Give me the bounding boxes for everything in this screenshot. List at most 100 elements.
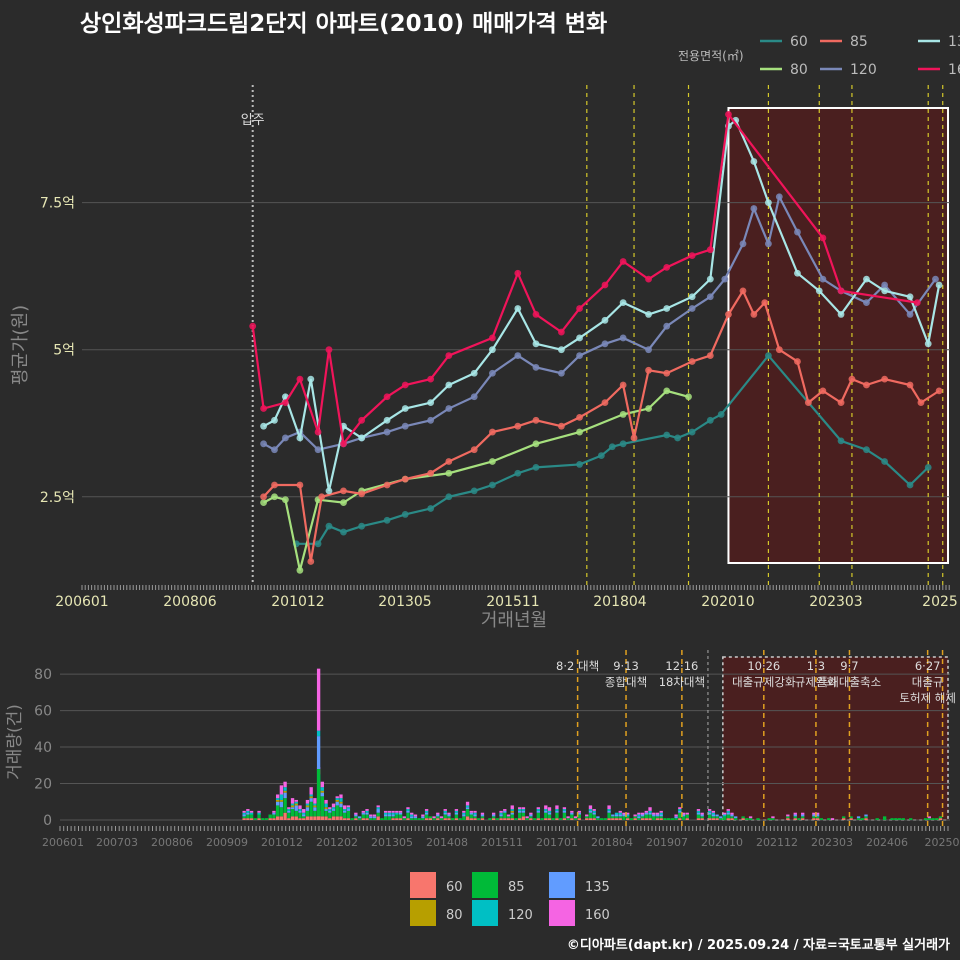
volume-bar — [387, 814, 392, 817]
volume-bar — [473, 816, 477, 819]
volume-bar — [518, 807, 522, 810]
volume-bar — [346, 810, 351, 819]
volume-bar — [547, 814, 552, 819]
volume-bar — [585, 816, 589, 819]
data-point-135 — [445, 381, 453, 389]
data-point-135 — [557, 346, 565, 354]
data-point-60 — [401, 511, 409, 518]
volume-y-tick-label: 0 — [43, 813, 52, 829]
volume-bar — [406, 807, 410, 810]
data-point-135 — [706, 275, 714, 283]
volume-bar — [573, 818, 578, 820]
volume-bar — [305, 799, 310, 804]
volume-bar — [424, 809, 429, 811]
volume-bar — [659, 812, 663, 815]
policy-label: 1·3 — [807, 659, 825, 673]
volume-bar — [644, 810, 648, 813]
volume-bar — [391, 810, 395, 813]
volume-bar — [882, 816, 887, 820]
data-point-135 — [794, 269, 801, 277]
volume-bar — [637, 816, 641, 819]
volume-bar — [648, 807, 652, 811]
volume-bar — [436, 812, 440, 815]
volume-bar — [503, 812, 507, 819]
volume-bar — [856, 816, 861, 819]
data-point-135 — [619, 299, 627, 307]
volume-bar — [674, 816, 678, 819]
volume-bar — [793, 814, 797, 817]
volume-bar — [465, 816, 470, 820]
credit-text: ©디아파트(dapt.kr) / 2025.09.24 / 자료=국토교통부 실… — [566, 938, 950, 953]
volume-bar — [428, 818, 432, 820]
data-point-60 — [765, 352, 772, 359]
volume-bar — [540, 818, 544, 820]
y-axis-title: 평균가(원) — [10, 305, 31, 385]
volume-bar — [558, 818, 563, 820]
volume-bar — [275, 816, 280, 820]
data-point-135 — [296, 434, 304, 442]
data-point-135 — [307, 375, 315, 383]
volume-bar — [354, 814, 358, 817]
volume-bar — [294, 816, 298, 820]
volume-bar — [655, 818, 660, 820]
volume-bar — [555, 812, 559, 819]
volume-bar — [272, 812, 276, 815]
volume-bar — [685, 814, 689, 819]
volume-bar — [588, 812, 593, 819]
data-point-85 — [340, 487, 347, 495]
volume-bar — [626, 812, 630, 815]
volume-bar — [629, 818, 634, 820]
volume-bar — [413, 816, 418, 819]
volume-bar — [335, 805, 339, 817]
volume-bar — [536, 812, 540, 819]
volume-bar — [864, 814, 868, 817]
volume-bar — [681, 814, 686, 817]
volume-bar — [566, 818, 570, 820]
volume-legend-swatch-85 — [472, 872, 498, 898]
data-point-120 — [427, 416, 435, 424]
volume-bar — [462, 812, 466, 815]
volume-bar — [465, 801, 470, 806]
data-point-85 — [935, 387, 943, 395]
volume-bar — [547, 812, 552, 815]
volume-x-tick-label: 201907 — [646, 836, 688, 849]
data-point-85 — [576, 413, 583, 421]
volume-bar — [398, 812, 403, 815]
volume-bar — [510, 809, 514, 811]
volume-bar — [536, 810, 540, 813]
volume-bar — [328, 809, 332, 811]
volume-bar — [369, 818, 373, 820]
volume-bar — [395, 818, 399, 820]
volume-bar — [707, 814, 712, 819]
volume-bar — [391, 814, 395, 817]
volume-bar — [477, 818, 481, 820]
volume-bar — [249, 814, 254, 819]
volume-bar — [365, 812, 369, 815]
volume-bar — [354, 812, 358, 815]
volume-bar — [473, 814, 477, 817]
data-point-85 — [906, 381, 914, 389]
volume-bar — [469, 812, 473, 815]
data-point-160 — [401, 381, 409, 389]
volume-bar — [801, 818, 805, 820]
volume-x-tick-label: 201408 — [426, 836, 468, 849]
highlight-box — [727, 107, 950, 564]
volume-bar — [555, 810, 559, 813]
volume-bar — [432, 818, 436, 820]
volume-bar — [294, 803, 298, 806]
volume-bar — [324, 799, 328, 804]
volume-bar — [283, 798, 287, 813]
volume-bar — [707, 810, 712, 813]
data-point-85 — [383, 481, 391, 489]
volume-bar — [290, 807, 295, 810]
volume-bar — [376, 807, 380, 810]
volume-bar — [365, 810, 369, 813]
data-point-85 — [917, 399, 925, 407]
volume-bar — [279, 801, 284, 808]
volume-bar — [521, 807, 526, 810]
data-point-60 — [706, 416, 714, 424]
volume-bar — [499, 816, 503, 819]
data-point-85 — [706, 352, 714, 359]
data-point-60 — [532, 463, 540, 471]
volume-bar — [536, 809, 540, 811]
